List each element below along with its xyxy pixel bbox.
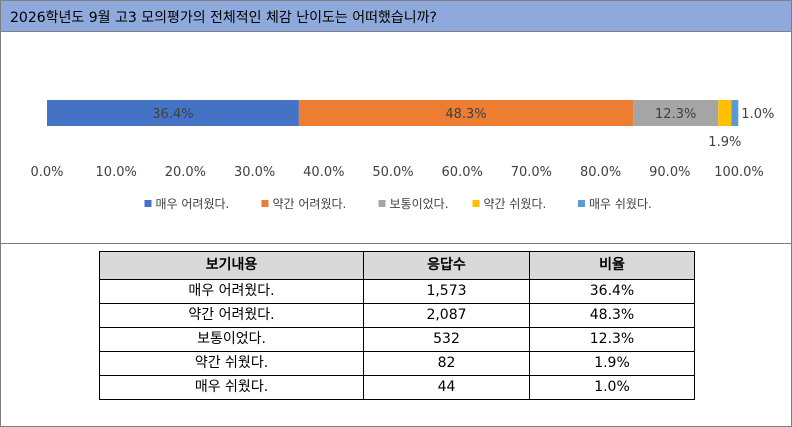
bar-segment — [633, 100, 719, 126]
stacked-bar-chart: 36.4% 48.3% 12.3% 1.9%1.0% 0.0% 10.0% 20.0% 30.… — [30, 100, 774, 211]
x-tick-label: 100.0% — [714, 165, 764, 180]
x-tick-label: 0.0% — [30, 165, 63, 180]
cell-count: 44 — [363, 375, 530, 400]
cell-option: 약간 쉬웠다. — [99, 351, 364, 376]
table-row: 매우 어려웠다. 1,573 36.4% — [99, 279, 695, 304]
cell-ratio: 1.0% — [529, 375, 695, 400]
x-tick-label: 30.0% — [234, 165, 275, 180]
legend-label: 매우 어려웠다. — [156, 197, 230, 211]
x-tick-label: 90.0% — [649, 165, 690, 180]
legend-swatch — [144, 200, 152, 207]
legend-label: 약간 어려웠다. — [273, 196, 347, 211]
cell-count: 82 — [363, 351, 530, 376]
table-row: 약간 쉬웠다. 82 1.9% — [99, 351, 695, 376]
bar-segment — [47, 100, 299, 126]
table-header-row: 보기내용 응답수 비율 — [99, 251, 695, 280]
legend-swatch — [261, 200, 269, 207]
cell-count: 1,573 — [363, 279, 530, 304]
legend-swatch — [378, 200, 386, 207]
cell-ratio: 1.9% — [529, 351, 695, 376]
cell-ratio: 12.3% — [529, 327, 695, 352]
cell-count: 532 — [363, 327, 530, 352]
legend-label: 약간 쉬웠다. — [484, 196, 547, 211]
x-tick-label: 40.0% — [303, 165, 344, 180]
bar-segment — [731, 100, 739, 126]
x-tick-label: 10.0% — [96, 165, 137, 180]
data-label: 12.3% — [655, 107, 696, 122]
data-label: 1.9% — [708, 135, 741, 150]
cell-count: 2,087 — [363, 303, 530, 328]
legend-label: 매우 쉬웠다. — [589, 197, 652, 211]
bar-segment — [718, 100, 732, 126]
cell-option: 약간 어려웠다. — [99, 303, 364, 328]
table-row: 보통이었다. 532 12.3% — [99, 327, 695, 352]
x-tick-label: 60.0% — [442, 165, 483, 180]
survey-question-title: 2026학년도 9월 고3 모의평가의 전체적인 체감 난이도는 어떠했습니까? — [10, 10, 437, 26]
x-tick-label: 20.0% — [165, 165, 206, 180]
header-count: 응답수 — [363, 251, 530, 280]
x-tick-label: 50.0% — [372, 165, 413, 180]
cell-option: 매우 어려웠다. — [99, 279, 364, 304]
legend-swatch — [578, 200, 585, 207]
response-table: 보기내용 응답수 비율 매우 어려웠다. 1,573 36.4% 약간 어려웠다… — [99, 251, 695, 400]
section-divider — [1, 243, 791, 244]
title-bar: 2026학년도 9월 고3 모의평가의 전체적인 체감 난이도는 어떠했습니까? — [1, 1, 791, 32]
cell-ratio: 36.4% — [529, 279, 695, 304]
header-option: 보기내용 — [99, 251, 364, 280]
table-row: 약간 어려웠다. 2,087 48.3% — [99, 303, 695, 328]
x-tick-label: 70.0% — [511, 165, 552, 180]
data-label: 48.3% — [445, 107, 486, 122]
data-label: 36.4% — [152, 107, 193, 122]
bar-segment — [298, 100, 634, 126]
cell-option: 보통이었다. — [99, 327, 364, 352]
legend-label: 보통이었다. — [390, 197, 449, 211]
cell-option: 매우 쉬웠다. — [99, 375, 364, 400]
data-label: 1.0% — [741, 107, 774, 122]
legend-swatch — [472, 200, 480, 207]
header-ratio: 비율 — [529, 251, 695, 280]
x-tick-label: 80.0% — [580, 165, 621, 180]
cell-ratio: 48.3% — [529, 303, 695, 328]
table-row: 매우 쉬웠다. 44 1.0% — [99, 375, 695, 400]
